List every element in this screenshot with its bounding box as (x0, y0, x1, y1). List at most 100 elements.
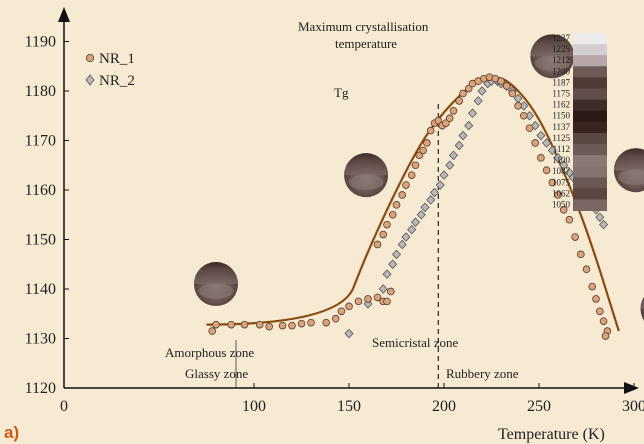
legend-nr2-marker (85, 74, 95, 86)
data-point-nr1 (354, 297, 363, 306)
colorbar-cell (573, 155, 607, 167)
colorbar-label: 1200 (552, 66, 571, 76)
x-axis-label: Temperature (K) (498, 426, 605, 443)
data-point-nr1 (322, 318, 331, 327)
colorbar-cell (573, 110, 607, 123)
annotation-glassy: Glassy zone (185, 366, 248, 381)
colorbar-cell (573, 188, 607, 200)
data-point-nr1 (423, 139, 431, 147)
data-point-nr2 (416, 209, 426, 220)
y-tick-label: 1150 (25, 232, 56, 249)
data-point-nr1 (240, 320, 249, 329)
legend-nr1-label: NR_1 (99, 51, 135, 67)
data-point-nr1 (383, 297, 391, 306)
colorbar-label: 1087 (552, 166, 571, 176)
sample-disc-glassy (194, 262, 238, 307)
data-point-nr2 (448, 150, 459, 161)
data-point-nr1 (442, 119, 450, 127)
sample-disc-peak (530, 34, 575, 79)
axis-ticks: 0100150200250300350112011301140115011601… (25, 34, 644, 416)
data-point-nr2 (458, 130, 468, 141)
annotation-semicristal: Semicristal zone (372, 335, 459, 350)
data-point-nr2 (464, 120, 474, 131)
colorbar-label: 1162 (552, 100, 570, 110)
data-point-nr1 (297, 319, 306, 328)
colorbar-label: 1237 (552, 33, 571, 43)
data-point-nr1 (537, 154, 545, 162)
x-tick-label: 200 (432, 398, 456, 415)
legend-nr2-label: NR_2 (99, 73, 135, 89)
annotation-amorphous: Amorphous zone (165, 345, 254, 360)
data-point-nr2 (445, 160, 455, 171)
data-point-nr2 (454, 140, 464, 151)
data-point-nr1 (288, 321, 296, 330)
data-point-nr1 (576, 250, 585, 259)
sample-disc-rising (344, 153, 389, 198)
colorbar-label: 1150 (552, 111, 570, 121)
data-point-nr1 (514, 102, 522, 110)
y-tick-label: 1170 (25, 133, 56, 150)
data-point-nr2 (344, 328, 354, 339)
data-point-nr1 (582, 265, 591, 274)
data-point-nr1 (464, 84, 473, 93)
y-tick-label: 1140 (25, 281, 56, 298)
colorbar-label: 1225 (552, 44, 571, 54)
y-tick-label: 1130 (25, 331, 56, 348)
colorbar-cell (573, 166, 607, 178)
data-point-nr2 (429, 187, 440, 198)
data-point-nr1 (445, 114, 454, 123)
colorbar-label: 1100 (552, 155, 570, 165)
data-point-nr2 (595, 212, 605, 223)
sample-images (194, 34, 644, 321)
data-point-nr1 (379, 230, 388, 239)
sample-disc-falling (613, 148, 644, 193)
data-point-nr1 (601, 332, 610, 340)
data-point-nr1 (525, 124, 534, 132)
data-point-nr1 (402, 181, 410, 189)
colorbar-cell (573, 55, 607, 67)
data-point-nr1 (307, 318, 315, 327)
data-point-nr1 (331, 314, 340, 323)
data-point-nr1 (212, 320, 220, 329)
data-point-nr2 (410, 217, 421, 227)
data-point-nr1 (459, 89, 467, 98)
annotation-rubbery: Rubbery zone (446, 366, 519, 381)
colorbar-label: 1062 (552, 188, 570, 198)
data-point-nr1 (383, 220, 391, 229)
data-point-nr2 (401, 232, 411, 242)
data-point-nr2 (388, 259, 398, 270)
colorbar-cell (573, 77, 607, 89)
data-point-nr1 (364, 295, 372, 303)
data-point-nr1 (345, 302, 353, 311)
legend: NR_1 NR_2 (85, 51, 135, 89)
data-point-nr1 (426, 126, 435, 135)
tg-label: Tg (334, 85, 349, 100)
data-point-nr1 (278, 321, 287, 330)
legend-nr1-marker (86, 54, 95, 63)
data-point-nr1 (548, 178, 557, 187)
data-point-nr1 (255, 320, 264, 329)
data-point-nr1 (599, 317, 608, 325)
data-point-nr2 (382, 269, 392, 279)
colorbar-cell (573, 99, 607, 112)
data-point-nr1 (415, 151, 424, 160)
data-point-nr1 (407, 171, 416, 179)
colorbar-label: 1125 (552, 133, 570, 143)
data-point-nr1 (531, 139, 539, 147)
data-point-nr1 (386, 287, 395, 296)
data-point-nr2 (467, 108, 478, 119)
data-point-nr1 (554, 191, 562, 199)
data-point-nr1 (542, 166, 551, 175)
colorbar-cell (573, 177, 607, 189)
colorbar-label: 1187 (552, 77, 570, 87)
data-point-nr1 (565, 215, 574, 224)
colorbar-label: 1137 (552, 122, 570, 132)
y-tick-label: 1120 (25, 380, 56, 397)
data-point-nr1 (373, 240, 382, 249)
data-point-nr1 (502, 82, 511, 90)
data-point-nr1 (265, 322, 274, 331)
colorbar-cell (573, 66, 607, 78)
x-tick-label: 150 (337, 398, 361, 415)
data-point-nr2 (439, 170, 449, 180)
